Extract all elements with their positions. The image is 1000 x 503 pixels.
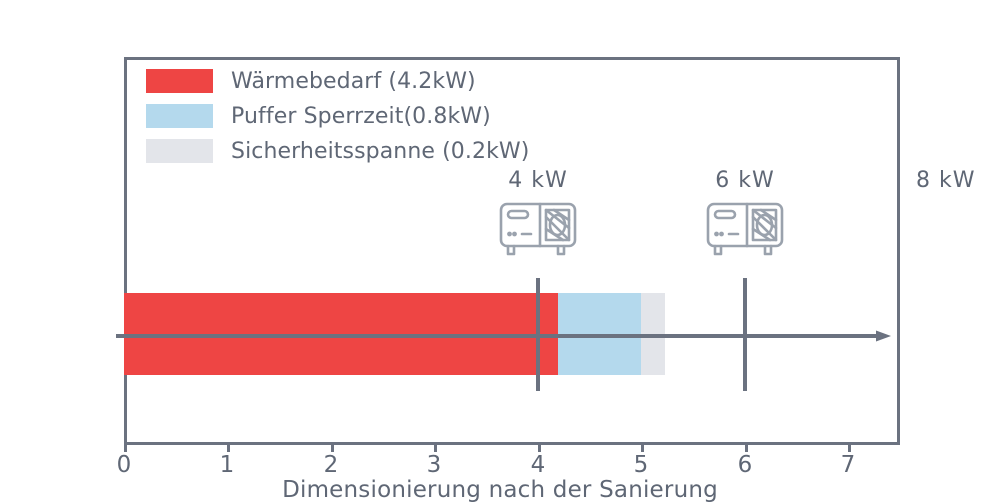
xtick-label-0: 0 (116, 452, 132, 478)
plot-area-frame (124, 57, 900, 445)
legend-label-demand: Wärmebedarf (4.2kW) (231, 68, 476, 94)
xtick-label-2: 2 (323, 452, 339, 478)
marker-line-6kw (743, 278, 747, 391)
xtick-mark-3 (434, 445, 437, 452)
legend-item-buffer[interactable]: Puffer Sperrzeit(0.8kW) (146, 103, 529, 129)
heat-pump-icon (499, 202, 577, 256)
heat-pump-marker-4kw[interactable]: 4 kW (483, 168, 593, 262)
axis-arrow (116, 330, 891, 342)
legend-swatch-safety (146, 139, 213, 163)
heat-pump-marker-6kw[interactable]: 6 kW (690, 168, 800, 262)
xtick-label-4: 4 (530, 452, 546, 478)
xtick-label-6: 6 (737, 452, 753, 478)
x-axis-title: Dimensionierung nach der Sanierung (282, 477, 718, 503)
xtick-mark-0 (124, 445, 127, 452)
legend-label-safety: Sicherheitsspanne (0.2kW) (231, 138, 530, 164)
heat-pump-label-4kw: 4 kW (508, 168, 568, 193)
legend-label-buffer: Puffer Sperrzeit(0.8kW) (231, 103, 491, 129)
chart-legend: Wärmebedarf (4.2kW) Puffer Sperrzeit(0.8… (146, 68, 529, 164)
legend-swatch-demand (146, 69, 213, 93)
heat-pump-label-6kw: 6 kW (715, 168, 775, 193)
xtick-mark-2 (331, 445, 334, 452)
xtick-mark-1 (227, 445, 230, 452)
xtick-label-3: 3 (426, 452, 442, 478)
legend-swatch-buffer (146, 104, 213, 128)
legend-item-safety[interactable]: Sicherheitsspanne (0.2kW) (146, 138, 529, 164)
xtick-mark-4 (538, 445, 541, 452)
legend-item-demand[interactable]: Wärmebedarf (4.2kW) (146, 68, 529, 94)
xtick-mark-6 (745, 445, 748, 452)
xtick-label-7: 7 (840, 452, 856, 478)
xtick-mark-5 (641, 445, 644, 452)
xtick-label-5: 5 (633, 452, 649, 478)
heat-pump-label-8kw: 8 kW (916, 168, 976, 193)
marker-line-4kw (536, 278, 540, 391)
xtick-label-1: 1 (219, 452, 235, 478)
heat-pump-icon (706, 202, 784, 256)
xtick-mark-7 (848, 445, 851, 452)
